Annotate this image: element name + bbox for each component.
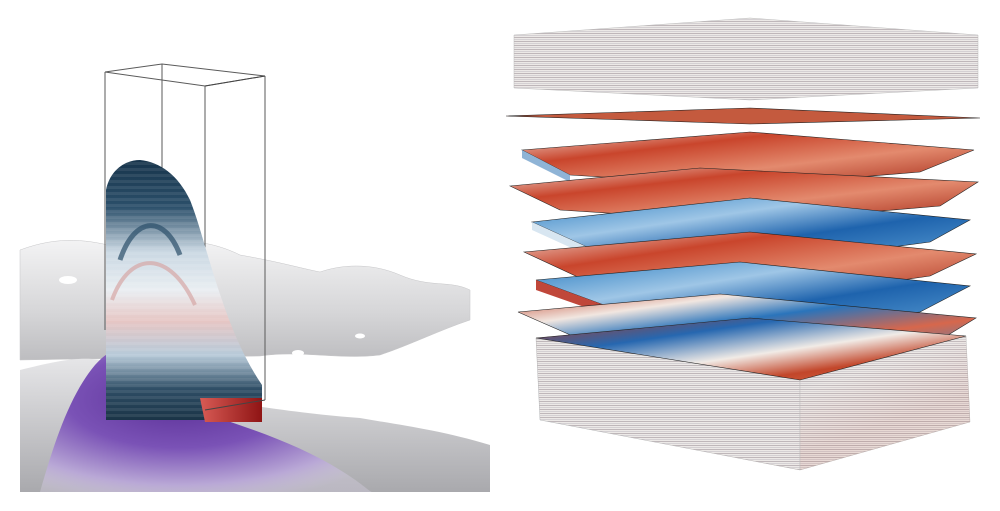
salt-body-scene	[19, 63, 490, 492]
surface-hole	[355, 333, 365, 339]
seismic-arch-reflector	[117, 223, 183, 261]
top-seismic-block	[513, 17, 979, 101]
surface-hole	[292, 350, 304, 356]
salt-body-visualization-panel	[19, 63, 490, 492]
back-horizon-surface	[19, 240, 471, 361]
seismic-arch-reflector	[110, 261, 197, 306]
seismic-horizon-stack-panel	[500, 0, 1000, 511]
horizon-slice	[520, 131, 975, 187]
surface-hole	[59, 276, 77, 284]
horizon-slice	[508, 167, 979, 223]
horizon-slice	[505, 107, 981, 125]
seismic-section-red-base	[200, 398, 262, 422]
horizon-stack-scene	[505, 17, 981, 471]
wireframe-box-front	[204, 75, 266, 411]
bottom-seismic-block	[535, 317, 971, 471]
